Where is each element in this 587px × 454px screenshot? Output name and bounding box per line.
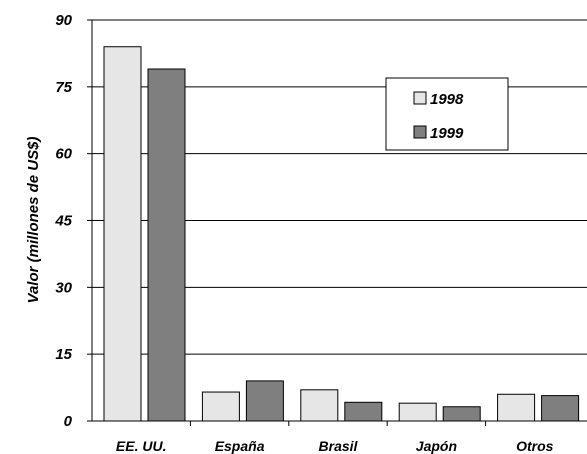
y-tick-label: 90 (55, 12, 72, 29)
legend: 1998 1999 (385, 77, 509, 151)
bar-1998-4 (497, 393, 536, 422)
x-axis-labels: EE. UU. España Brasil Japón Otros (116, 421, 554, 454)
legend-swatch-1998 (413, 91, 427, 105)
y-tick-label: 0 (64, 413, 73, 430)
y-tick-label: 60 (55, 146, 72, 163)
y-tick-label: 45 (54, 213, 72, 230)
x-category-label: Otros (516, 438, 554, 454)
x-category-label: Japón (416, 438, 457, 454)
y-axis-title: Valor (millones de US$) (25, 137, 42, 304)
y-tick-label: 75 (55, 79, 72, 96)
bar-1999-3 (442, 406, 481, 422)
x-category-label: España (215, 438, 265, 454)
bar-1999-0 (147, 68, 186, 422)
bar-1998-2 (300, 389, 339, 422)
bar-1999-2 (344, 401, 383, 422)
legend-box (385, 77, 509, 151)
y-axis-ticks: 0 15 30 45 60 75 90 (54, 12, 92, 430)
x-category-label: Brasil (319, 438, 359, 454)
x-category-label: EE. UU. (116, 438, 167, 454)
legend-swatch-1999 (413, 125, 427, 139)
bar-1998-3 (398, 402, 437, 422)
bars (103, 46, 580, 422)
y-tick-label: 30 (55, 279, 72, 296)
bar-1999-4 (541, 395, 580, 422)
bar-1998-1 (201, 391, 240, 422)
bar-1998-0 (103, 46, 142, 422)
legend-label-1999: 1999 (430, 125, 464, 142)
y-tick-label: 15 (55, 346, 72, 363)
bar-1999-1 (245, 380, 284, 422)
legend-label-1998: 1998 (430, 91, 464, 108)
